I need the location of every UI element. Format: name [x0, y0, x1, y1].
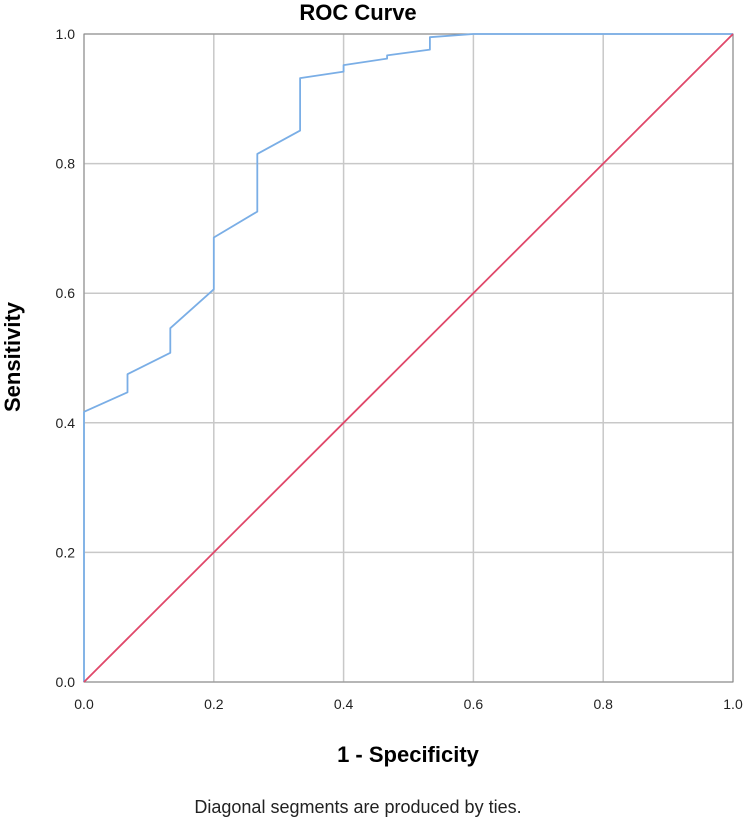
reference-diagonal-line: [83, 33, 734, 683]
y-tick-label: 0.2: [56, 544, 76, 560]
roc-curve-line: [83, 33, 733, 682]
x-tick-label: 1.0: [723, 696, 743, 712]
series-group: [83, 33, 734, 683]
x-axis-label: 1 - Specificity: [337, 742, 480, 767]
chart-title: ROC Curve: [299, 0, 416, 25]
y-axis-label: Sensitivity: [0, 301, 25, 412]
x-tick-label: 0.2: [204, 696, 224, 712]
footnote: Diagonal segments are produced by ties.: [194, 797, 521, 817]
x-tick-label: 0.4: [334, 696, 354, 712]
y-tick-labels: 0.0 0.2 0.4 0.6 0.8 1.0: [56, 26, 76, 690]
x-tick-label: 0.8: [593, 696, 613, 712]
x-tick-label: 0.0: [74, 696, 94, 712]
y-tick-label: 0.8: [56, 156, 76, 172]
y-tick-label: 1.0: [56, 26, 76, 42]
y-tick-label: 0.4: [56, 415, 76, 431]
x-tick-label: 0.6: [464, 696, 484, 712]
x-tick-labels: 0.0 0.2 0.4 0.6 0.8 1.0: [74, 696, 743, 712]
y-tick-label: 0.0: [56, 674, 76, 690]
y-tick-label: 0.6: [56, 285, 76, 301]
plot-frame: [83, 33, 734, 683]
